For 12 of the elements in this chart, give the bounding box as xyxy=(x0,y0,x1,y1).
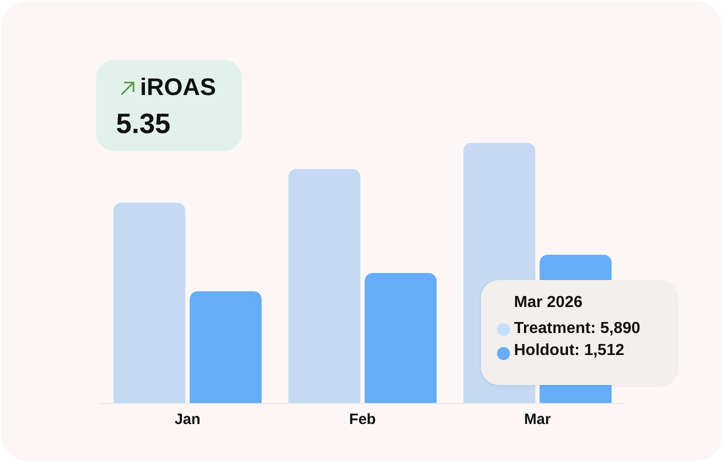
annotation: Treatment: 5,890 xyxy=(514,320,640,338)
bar xyxy=(288,169,360,403)
annotation: Holdout: 1,512 xyxy=(514,342,624,360)
bar xyxy=(190,291,262,403)
bar xyxy=(113,202,186,403)
kpi-card: iROAS 5.35 xyxy=(96,60,242,151)
tooltip-card: Mar 2026 Treatment: 5,890 Holdout: 1,512 xyxy=(481,280,677,385)
x-tick-label: Mar xyxy=(524,411,551,428)
x-tick-label: Feb xyxy=(349,411,376,428)
bar xyxy=(364,273,437,403)
x-tick-label: Jan xyxy=(174,411,200,428)
annotation: Mar 2026 xyxy=(514,294,582,312)
